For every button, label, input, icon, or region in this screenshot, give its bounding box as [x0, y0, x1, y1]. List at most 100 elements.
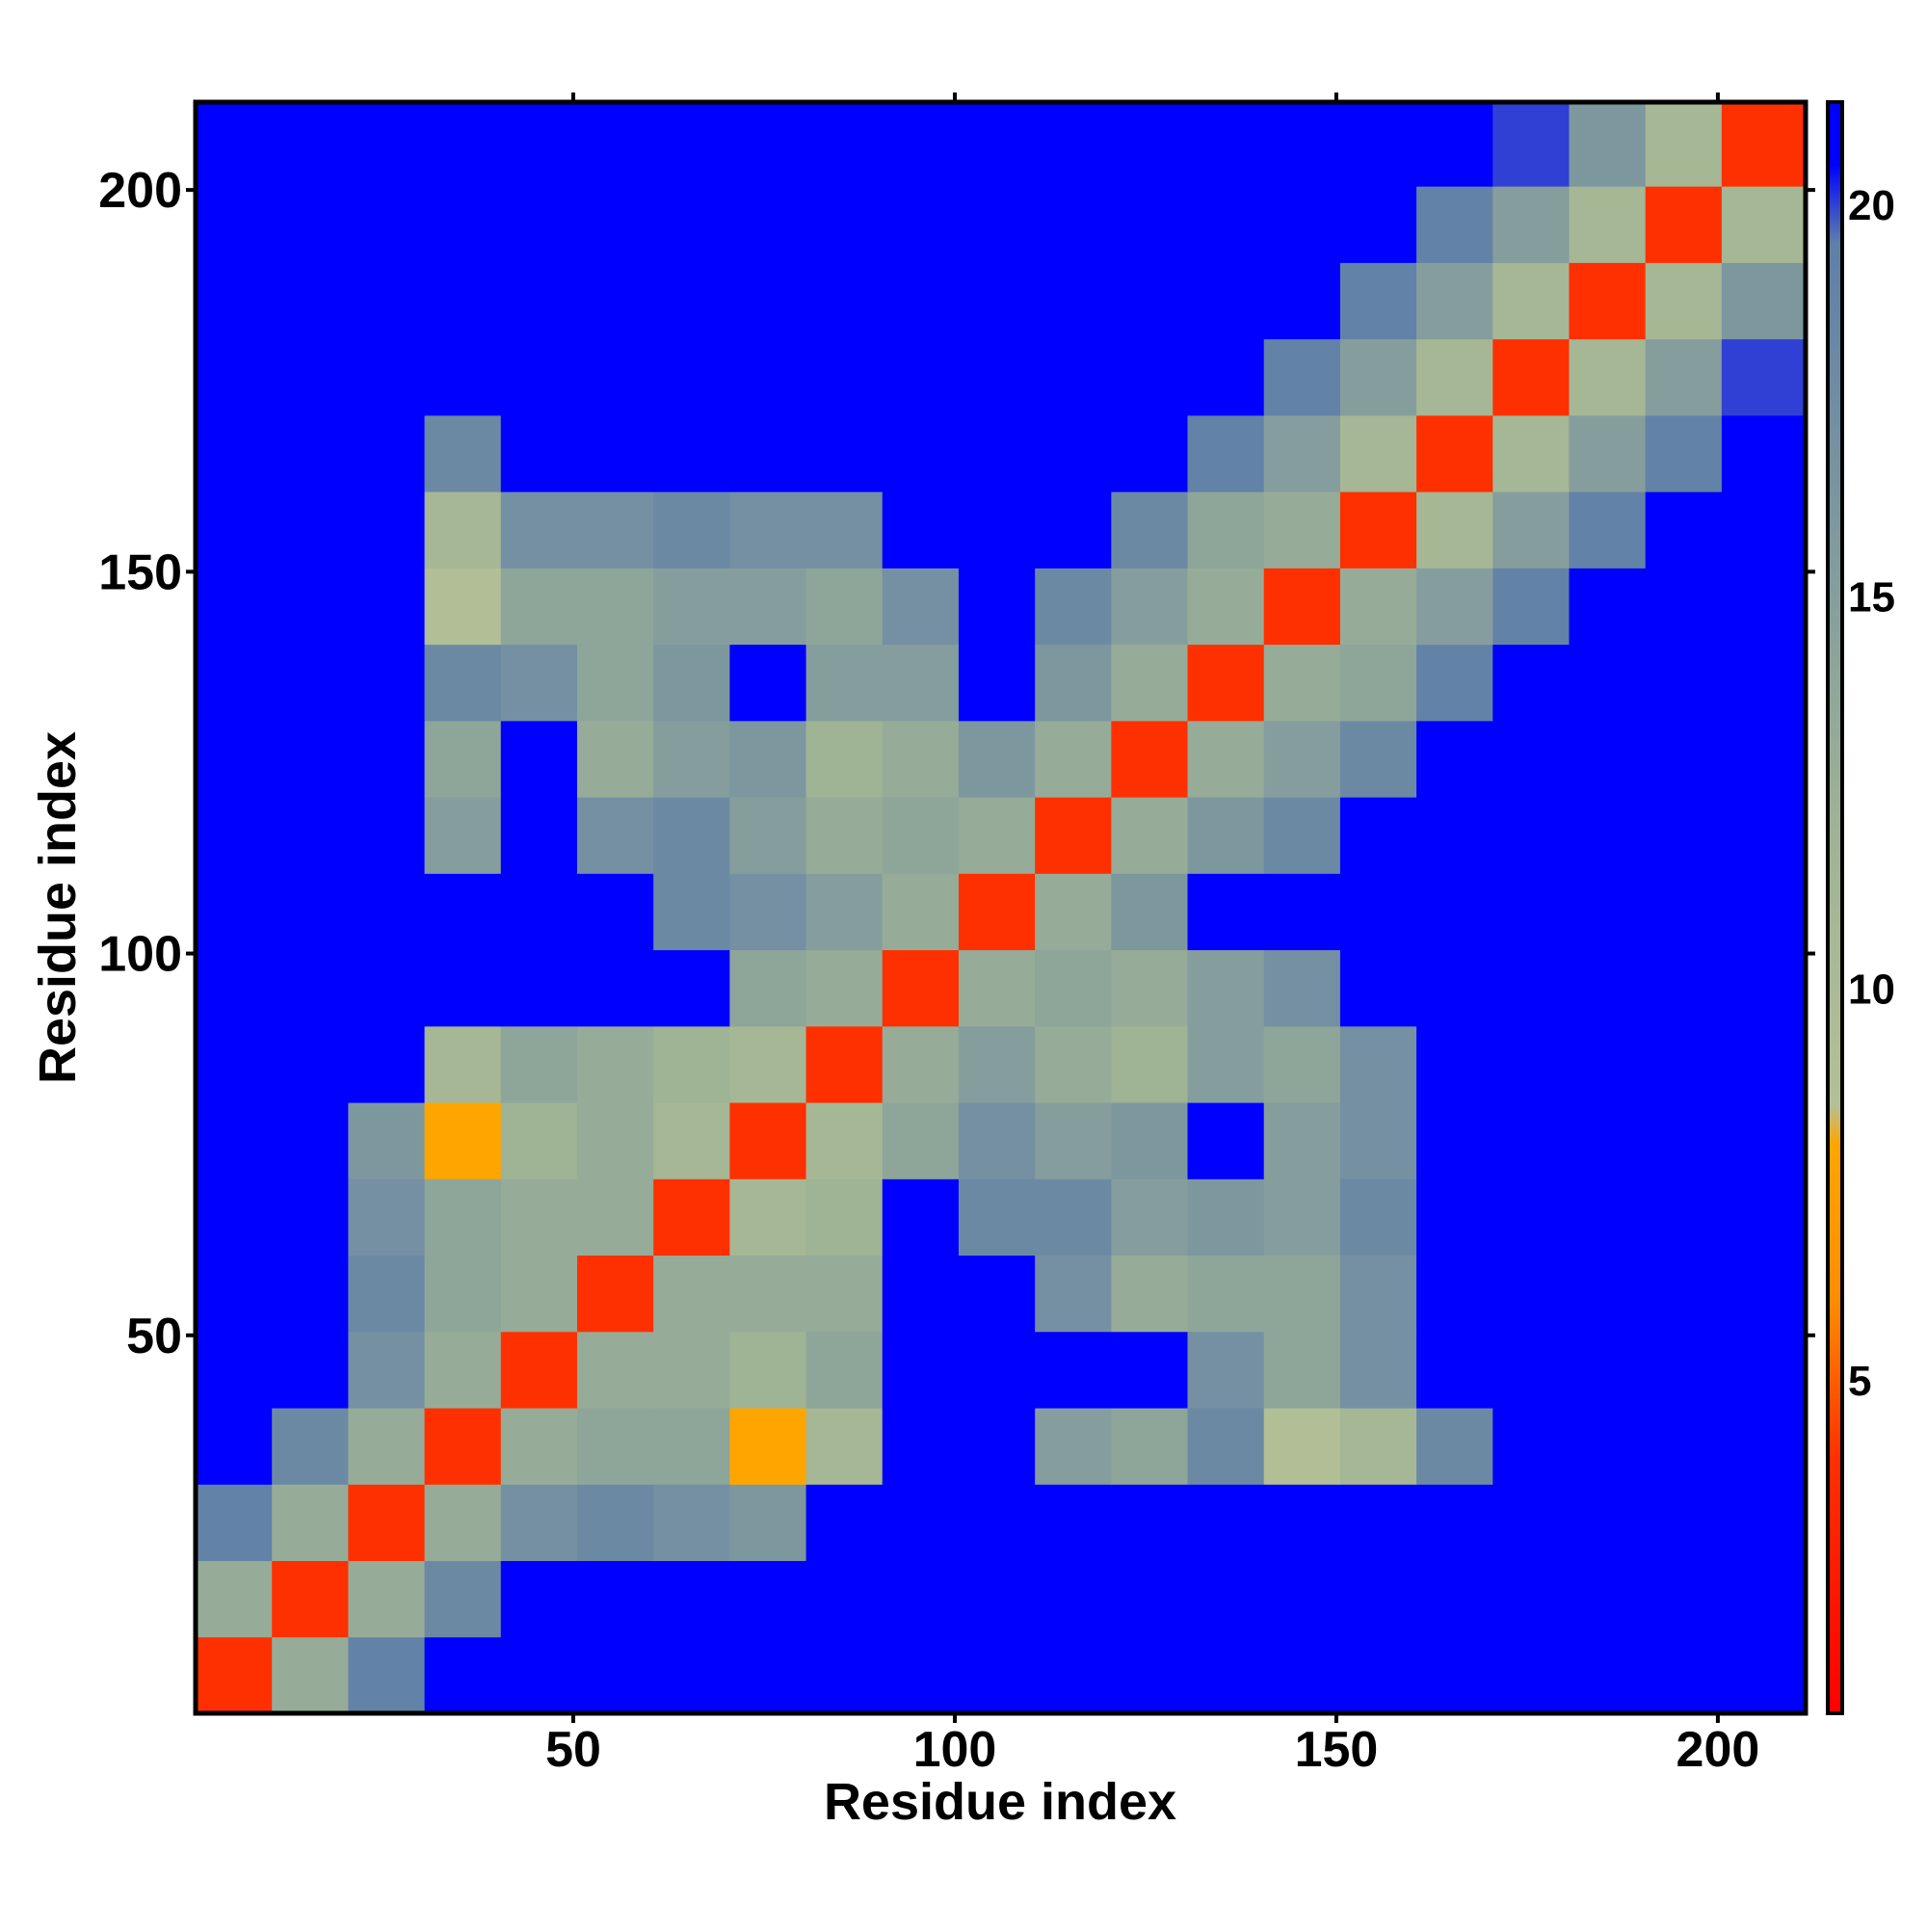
cell	[1645, 1408, 1723, 1485]
cell	[653, 644, 730, 722]
cell	[1035, 491, 1112, 569]
cell	[1263, 1255, 1341, 1333]
cell	[1645, 338, 1723, 416]
cell	[1339, 1636, 1417, 1714]
cell	[1187, 102, 1265, 187]
cell	[1645, 1178, 1723, 1257]
cell	[348, 873, 426, 951]
cell	[653, 797, 730, 874]
cell	[1416, 644, 1493, 722]
cell	[1569, 1102, 1647, 1179]
cell	[196, 720, 273, 798]
cell	[196, 568, 273, 646]
cell	[653, 568, 730, 646]
cell	[424, 262, 502, 340]
cell	[1339, 1484, 1417, 1562]
cell	[348, 1560, 426, 1638]
cell	[1416, 1178, 1493, 1257]
cell	[348, 262, 426, 340]
cell	[882, 797, 960, 874]
cell	[1187, 1331, 1265, 1409]
cell	[1569, 491, 1647, 569]
cell	[805, 186, 884, 263]
cell	[1721, 568, 1807, 646]
cell	[576, 1560, 654, 1638]
cell	[882, 644, 960, 722]
cell	[1111, 1408, 1189, 1485]
cell	[1035, 338, 1112, 416]
cell	[1416, 338, 1493, 416]
cell	[882, 1025, 960, 1103]
cell	[729, 644, 807, 722]
cell	[1569, 1255, 1647, 1333]
x-tick-label: 100	[913, 1722, 997, 1778]
cell	[1416, 1255, 1493, 1333]
cell	[1263, 1025, 1341, 1103]
cell	[500, 338, 578, 416]
cell	[272, 1408, 349, 1485]
cell	[1569, 568, 1647, 646]
cell	[1035, 720, 1112, 798]
colorbar-tick-label: 10	[1848, 966, 1895, 1013]
cell	[1263, 338, 1341, 416]
cell	[1035, 949, 1112, 1027]
cell	[958, 1255, 1036, 1333]
cell	[1492, 949, 1570, 1027]
cell	[272, 414, 349, 492]
cell	[958, 1025, 1036, 1103]
cell	[348, 1636, 426, 1714]
cell	[1111, 1255, 1189, 1333]
cell	[1111, 1025, 1189, 1103]
cell	[272, 644, 349, 722]
cell	[424, 720, 502, 798]
cell	[805, 1331, 884, 1409]
cell	[653, 720, 730, 798]
cell	[1645, 568, 1723, 646]
cell	[272, 568, 349, 646]
cell	[348, 949, 426, 1027]
cell	[1721, 1255, 1807, 1333]
cell	[1263, 102, 1341, 187]
cell	[500, 568, 578, 646]
cell	[424, 414, 502, 492]
cell	[576, 1636, 654, 1714]
cell	[805, 1255, 884, 1333]
cell	[1187, 1408, 1265, 1485]
cell	[1569, 1560, 1647, 1638]
x-axis-label: Residue index	[824, 1773, 1176, 1831]
cell	[196, 338, 273, 416]
cell	[500, 949, 578, 1027]
cell	[882, 949, 960, 1027]
cell	[1492, 1484, 1570, 1562]
cell	[1721, 873, 1807, 951]
cell	[500, 186, 578, 263]
cell	[1492, 262, 1570, 340]
cell	[348, 1331, 426, 1409]
cell	[1645, 262, 1723, 340]
cell	[653, 102, 730, 187]
cell	[424, 797, 502, 874]
cell	[1111, 186, 1189, 263]
cell	[1721, 102, 1807, 187]
cell	[1569, 414, 1647, 492]
cell	[1035, 644, 1112, 722]
cell	[1416, 1102, 1493, 1179]
cell	[805, 644, 884, 722]
cell	[1645, 1560, 1723, 1638]
cell	[805, 1484, 884, 1562]
x-tick-label: 150	[1295, 1722, 1379, 1778]
cell	[653, 949, 730, 1027]
cell	[500, 873, 578, 951]
cell	[348, 186, 426, 263]
cell	[1721, 1025, 1807, 1103]
cell	[882, 1331, 960, 1409]
cell	[576, 1025, 654, 1103]
cell	[1187, 1025, 1265, 1103]
cell	[1645, 1025, 1723, 1103]
cell	[1721, 338, 1807, 416]
cell	[424, 1102, 502, 1179]
cell	[1569, 1178, 1647, 1257]
cell	[1339, 644, 1417, 722]
cell	[1492, 1178, 1570, 1257]
cell	[1492, 644, 1570, 722]
